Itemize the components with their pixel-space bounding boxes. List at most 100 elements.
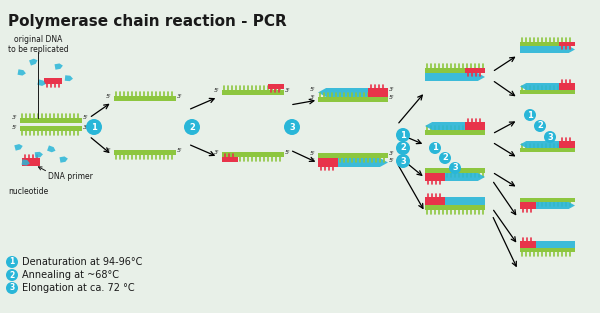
Bar bbox=[368, 88, 388, 97]
Polygon shape bbox=[37, 79, 46, 86]
Text: 2: 2 bbox=[537, 121, 543, 131]
Circle shape bbox=[86, 119, 102, 135]
Polygon shape bbox=[425, 73, 485, 81]
Polygon shape bbox=[17, 69, 26, 75]
Text: 3': 3' bbox=[389, 151, 395, 156]
Text: 3: 3 bbox=[452, 163, 458, 172]
Polygon shape bbox=[520, 46, 575, 53]
Polygon shape bbox=[22, 159, 30, 166]
Bar bbox=[114, 96, 176, 101]
Bar bbox=[520, 42, 575, 46]
Polygon shape bbox=[520, 83, 575, 90]
Text: 3': 3' bbox=[285, 88, 291, 93]
Bar bbox=[559, 42, 575, 46]
Text: 2: 2 bbox=[10, 270, 14, 280]
Bar bbox=[520, 241, 536, 248]
Bar bbox=[425, 168, 485, 173]
Bar bbox=[222, 90, 284, 95]
Text: 5': 5' bbox=[285, 150, 291, 155]
Bar bbox=[44, 78, 62, 84]
Text: DNA primer: DNA primer bbox=[48, 172, 93, 181]
Bar bbox=[520, 90, 575, 94]
Polygon shape bbox=[318, 158, 388, 167]
Circle shape bbox=[396, 154, 410, 168]
Circle shape bbox=[184, 119, 200, 135]
Text: 3: 3 bbox=[400, 156, 406, 166]
Text: 1: 1 bbox=[527, 110, 533, 120]
Text: 1: 1 bbox=[10, 258, 14, 266]
Text: 3': 3' bbox=[177, 94, 183, 99]
Text: original DNA
to be replicated: original DNA to be replicated bbox=[8, 35, 68, 54]
Polygon shape bbox=[425, 197, 485, 205]
Polygon shape bbox=[425, 122, 485, 130]
Bar bbox=[465, 68, 485, 73]
Bar bbox=[22, 158, 40, 166]
Text: 5': 5' bbox=[12, 125, 18, 130]
Polygon shape bbox=[55, 64, 63, 70]
Text: 3': 3' bbox=[310, 158, 316, 163]
Polygon shape bbox=[520, 202, 575, 209]
Bar bbox=[318, 158, 338, 167]
Polygon shape bbox=[29, 59, 38, 66]
Circle shape bbox=[439, 152, 451, 164]
Circle shape bbox=[544, 131, 556, 143]
Polygon shape bbox=[14, 144, 23, 151]
Text: 3': 3' bbox=[12, 115, 18, 120]
Text: 2: 2 bbox=[442, 153, 448, 162]
Text: 1: 1 bbox=[432, 143, 438, 152]
Bar bbox=[318, 97, 388, 102]
Text: 3': 3' bbox=[214, 150, 220, 155]
Polygon shape bbox=[65, 75, 73, 81]
Circle shape bbox=[396, 128, 410, 142]
Bar bbox=[520, 148, 575, 152]
Bar bbox=[318, 153, 388, 158]
Polygon shape bbox=[520, 241, 575, 248]
Bar bbox=[114, 150, 176, 155]
Text: 3': 3' bbox=[83, 125, 89, 130]
Bar bbox=[20, 126, 82, 131]
Bar bbox=[559, 141, 575, 148]
Text: 5': 5' bbox=[310, 151, 316, 156]
Text: 5': 5' bbox=[310, 87, 316, 92]
Text: 5': 5' bbox=[106, 94, 112, 99]
Text: 5': 5' bbox=[389, 95, 395, 100]
Circle shape bbox=[284, 119, 300, 135]
Bar bbox=[520, 202, 536, 209]
Circle shape bbox=[396, 141, 410, 155]
Bar bbox=[520, 248, 575, 252]
Text: 3: 3 bbox=[547, 132, 553, 141]
Circle shape bbox=[6, 256, 18, 268]
Text: 3': 3' bbox=[389, 87, 395, 92]
Text: Annealing at ~68°C: Annealing at ~68°C bbox=[22, 270, 119, 280]
Text: Polymerase chain reaction - PCR: Polymerase chain reaction - PCR bbox=[8, 14, 287, 29]
Text: 5': 5' bbox=[389, 158, 395, 163]
Polygon shape bbox=[425, 173, 485, 181]
Circle shape bbox=[449, 162, 461, 174]
Circle shape bbox=[6, 269, 18, 281]
Text: 3': 3' bbox=[106, 148, 112, 153]
Text: 5': 5' bbox=[83, 115, 89, 120]
Text: nucleotide: nucleotide bbox=[8, 187, 48, 196]
Text: 5': 5' bbox=[177, 148, 183, 153]
Bar bbox=[425, 130, 485, 135]
Bar bbox=[465, 122, 485, 130]
Text: 3: 3 bbox=[289, 122, 295, 131]
Bar bbox=[268, 84, 284, 89]
Circle shape bbox=[524, 109, 536, 121]
Bar bbox=[425, 173, 445, 181]
Text: Denaturation at 94-96°C: Denaturation at 94-96°C bbox=[22, 257, 142, 267]
Bar bbox=[222, 157, 238, 162]
Polygon shape bbox=[318, 88, 388, 97]
Polygon shape bbox=[47, 146, 56, 152]
Bar bbox=[520, 198, 575, 202]
Bar bbox=[425, 197, 445, 205]
Text: 2: 2 bbox=[400, 143, 406, 152]
Text: 3': 3' bbox=[310, 95, 316, 100]
Circle shape bbox=[6, 282, 18, 294]
Text: 5': 5' bbox=[214, 88, 220, 93]
Circle shape bbox=[429, 142, 441, 154]
Bar bbox=[425, 205, 485, 210]
Bar bbox=[222, 152, 284, 157]
Text: 3: 3 bbox=[10, 284, 14, 293]
Text: 1: 1 bbox=[91, 122, 97, 131]
